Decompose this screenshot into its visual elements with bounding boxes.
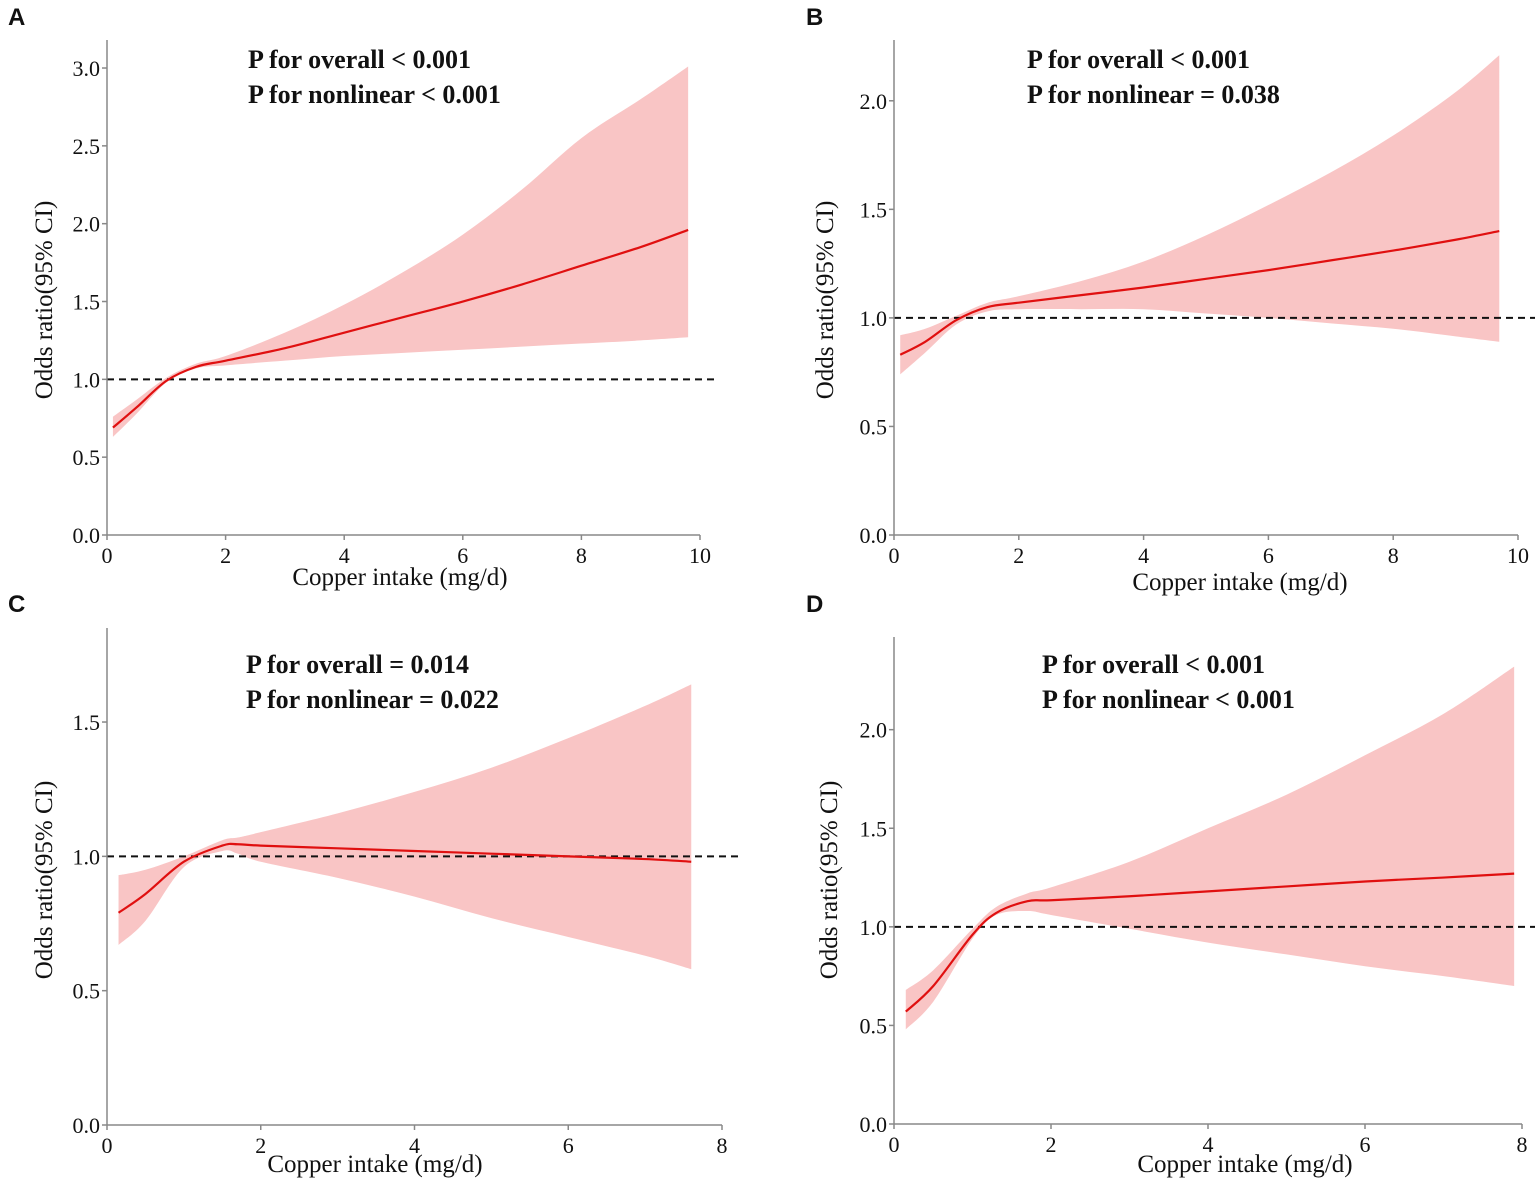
- y-tick-label: 2.0: [860, 718, 888, 743]
- y-tick-label: 2.5: [73, 134, 101, 159]
- y-tick-label: 0.5: [860, 1013, 888, 1038]
- x-axis-label: Copper intake (mg/d): [1132, 569, 1347, 596]
- p-value-annotation: P for overall < 0.001: [1027, 45, 1250, 74]
- p-value-annotation: P for nonlinear < 0.001: [248, 80, 501, 109]
- estimate-line: [899, 229, 1500, 356]
- panel-a: 0 2 4 6 8 10 0.0 0.5 1.0 1.5 2.0 2.5 3.0 Copper intak…: [8, 4, 718, 591]
- y-tick-label: 0.5: [73, 445, 101, 470]
- x-tick-label: 6: [563, 1133, 574, 1158]
- x-tick-label: 2: [1046, 1132, 1057, 1157]
- x-tick-label: 4: [1203, 1132, 1214, 1157]
- x-axis-label: Copper intake (mg/d): [1137, 1151, 1352, 1178]
- panel-letter: D: [806, 591, 823, 618]
- confidence-band: [118, 684, 692, 970]
- x-tick-label: 6: [457, 543, 468, 568]
- panel-d: 0 2 4 6 8 0.0 0.5 1.0 1.5 2.0 Copper intake (mg/d)…: [806, 591, 1535, 1178]
- y-tick-label: 2.0: [860, 89, 888, 114]
- y-tick-label: 3.0: [73, 56, 101, 81]
- x-tick-label: 2: [220, 543, 231, 568]
- y-tick-label: 0.5: [860, 414, 888, 439]
- x-tick-label: 4: [339, 543, 350, 568]
- y-tick-label: 0.5: [73, 979, 101, 1004]
- panel-letter: C: [8, 591, 25, 618]
- x-tick-label: 0: [889, 543, 900, 568]
- y-tick-label: 1.5: [860, 816, 888, 841]
- x-tick-label: 8: [1517, 1132, 1528, 1157]
- x-tick-label: 6: [1263, 543, 1274, 568]
- x-tick-label: 4: [1138, 543, 1149, 568]
- p-value-annotation: P for nonlinear = 0.022: [246, 685, 499, 714]
- x-tick-label: 8: [717, 1133, 728, 1158]
- estimate-line: [112, 228, 689, 429]
- y-axis-label: Odds ratio(95% CI): [816, 781, 843, 980]
- p-value-annotation: P for nonlinear = 0.038: [1027, 80, 1280, 109]
- y-tick-label: 0.0: [860, 1112, 888, 1137]
- panel-b: 0 2 4 6 8 10 0.0 0.5 1.0 1.5 2.0 Copper intake (mg/…: [806, 4, 1535, 596]
- panel-letter: B: [806, 4, 823, 31]
- y-tick-label: 0.0: [860, 523, 888, 548]
- x-tick-label: 4: [409, 1133, 420, 1158]
- x-tick-label: 10: [1507, 543, 1529, 568]
- y-axis-label: Odds ratio(95% CI): [31, 781, 58, 980]
- x-axis-label: Copper intake (mg/d): [292, 564, 507, 591]
- y-tick-label: 1.0: [73, 844, 101, 869]
- y-tick-label: 1.5: [73, 290, 101, 315]
- y-tick-label: 0.0: [73, 523, 101, 548]
- x-tick-label: 8: [576, 543, 587, 568]
- p-value-annotation: P for overall < 0.001: [248, 45, 471, 74]
- x-tick-label: 0: [102, 543, 113, 568]
- x-tick-label: 2: [1013, 543, 1024, 568]
- y-tick-label: 0.0: [73, 1113, 101, 1138]
- x-axis-label: Copper intake (mg/d): [267, 1151, 482, 1178]
- p-value-annotation: P for overall = 0.014: [246, 650, 469, 679]
- x-tick-label: 2: [255, 1133, 266, 1158]
- panel-c: 0 2 4 6 8 0.0 0.5 1.0 1.5 Copper intake (mg/d) Odd…: [8, 591, 740, 1178]
- estimate-line: [117, 842, 692, 914]
- x-tick-label: 0: [102, 1133, 113, 1158]
- x-tick-label: 10: [689, 543, 711, 568]
- y-axis-label: Odds ratio(95% CI): [31, 201, 58, 400]
- confidence-band: [900, 55, 1500, 375]
- p-value-annotation: P for nonlinear < 0.001: [1042, 685, 1295, 714]
- x-tick-label: 8: [1388, 543, 1399, 568]
- y-tick-label: 1.0: [860, 306, 888, 331]
- y-tick-label: 2.0: [73, 212, 101, 237]
- panel-letter: A: [8, 4, 25, 31]
- confidence-band: [112, 66, 689, 437]
- estimate-line: [905, 872, 1515, 1013]
- y-tick-label: 1.0: [860, 915, 888, 940]
- confidence-band: [905, 666, 1515, 1030]
- x-tick-label: 0: [889, 1132, 900, 1157]
- y-tick-label: 1.5: [860, 197, 888, 222]
- x-tick-label: 6: [1360, 1132, 1371, 1157]
- p-value-annotation: P for overall < 0.001: [1042, 650, 1265, 679]
- y-tick-label: 1.0: [73, 367, 101, 392]
- y-tick-label: 1.5: [73, 710, 101, 735]
- y-axis-label: Odds ratio(95% CI): [812, 201, 839, 400]
